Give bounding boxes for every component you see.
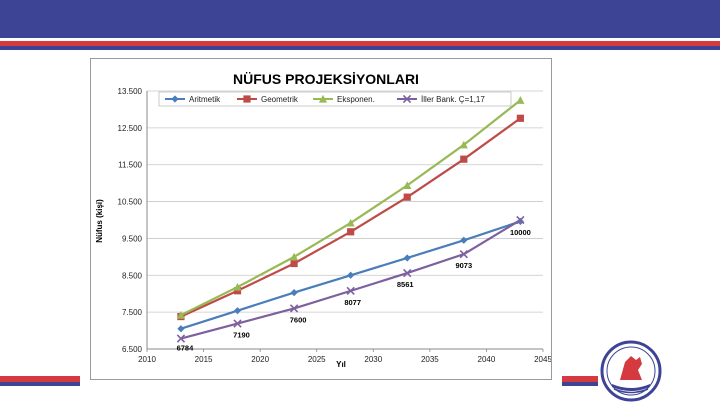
y-tick-label: 6.500: [122, 345, 143, 354]
data-point: [516, 217, 524, 226]
x-axis-label: Yıl: [336, 360, 346, 369]
header-band: [0, 0, 720, 38]
data-point: [516, 96, 525, 104]
y-tick-label: 7.500: [122, 308, 143, 317]
legend-label: Eksponen.: [337, 95, 375, 104]
x-tick-label: 2025: [308, 355, 326, 364]
data-label: 8077: [344, 298, 361, 307]
data-point: [459, 140, 468, 149]
data-point: [289, 252, 299, 261]
x-tick-label: 2015: [195, 355, 213, 364]
data-point: [289, 304, 299, 313]
x-tick-label: 2030: [364, 355, 382, 364]
data-label: 10000: [510, 228, 531, 237]
data-point-stroke: [516, 215, 525, 225]
data-label: 8561: [397, 280, 414, 289]
data-point: [176, 334, 186, 343]
data-label: 6784: [177, 344, 195, 353]
data-point: [347, 271, 355, 279]
series-group: [176, 96, 525, 343]
legend-item: Geometrik: [237, 95, 299, 104]
university-logo: [600, 340, 662, 402]
series-line: [180, 117, 522, 318]
header-blue-stripe: [0, 46, 720, 50]
data-point-stroke: [403, 268, 412, 278]
data-label: 7600: [290, 315, 307, 324]
y-axis-label: Nüfus (kişi): [95, 199, 104, 243]
x-tick-label: 2010: [138, 355, 156, 364]
y-tick-label: 13.500: [118, 87, 143, 96]
y-tick-label: 10.500: [118, 198, 143, 207]
data-point: [290, 259, 298, 268]
data-label: 9073: [455, 261, 472, 270]
data-point: [346, 218, 355, 227]
annotations-group: 6784 7190 7600 8077 8561 9073 10000: [177, 228, 531, 353]
data-label: 7190: [233, 331, 250, 340]
footer-red-stripe-right: [562, 376, 598, 382]
legend: Aritmetik Geometrik Eksponen. İller Bank. Ç…: [158, 91, 512, 107]
data-point: [233, 282, 242, 291]
data-point: [176, 310, 186, 319]
data-point: [233, 319, 242, 328]
data-point-stroke: [233, 319, 242, 328]
data-point: [459, 250, 468, 259]
x-tick-label: 2045: [534, 355, 551, 364]
legend-item: Eksponen.: [313, 94, 375, 104]
data-point-stroke: [402, 94, 412, 104]
footer-blue-stripe-left: [0, 382, 80, 386]
y-tick-label: 8.500: [122, 271, 143, 280]
data-point: [402, 94, 412, 104]
x-tick-label: 2020: [251, 355, 269, 364]
chart-title: NÜFUS PROJEKSİYONLARI: [233, 71, 419, 87]
data-point: [171, 95, 179, 103]
series-x: [176, 215, 525, 343]
header-red-stripe: [0, 41, 720, 46]
footer-red-stripe-left: [0, 376, 80, 382]
data-point: [460, 155, 468, 163]
data-point: [403, 268, 412, 278]
x-tick-label: 2035: [421, 355, 439, 364]
y-tick-label: 12.500: [118, 124, 143, 133]
y-tick-label: 9.500: [122, 234, 143, 243]
series-square: [177, 114, 524, 321]
chart-frame: NÜFUS PROJEKSİYONLARI Nüfus (kişi) Yıl 6…: [90, 58, 552, 380]
data-point: [403, 181, 412, 189]
data-point: [403, 193, 411, 201]
axes: 6.500 7.500 8.500 9.500 10.500 11.500 12.500 13…: [118, 87, 553, 364]
legend-item: İller Bank. Ç=1,17: [397, 94, 485, 104]
series-triangle: [176, 96, 525, 319]
data-point: [318, 94, 328, 103]
data-point: [243, 95, 251, 103]
legend-label: İller Bank. Ç=1,17: [421, 95, 485, 104]
series-line: [180, 99, 522, 317]
data-point: [290, 289, 298, 297]
data-point-stroke: [289, 304, 299, 313]
data-point: [347, 228, 355, 236]
legend-item: Aritmetik: [165, 95, 221, 104]
legend-label: Aritmetik: [189, 95, 221, 104]
data-point: [516, 114, 524, 122]
data-point: [403, 254, 411, 262]
footer-blue-stripe-right: [562, 382, 598, 386]
data-point: [516, 215, 525, 225]
y-tick-label: 11.500: [118, 161, 142, 170]
x-tick-label: 2040: [478, 355, 496, 364]
data-point-stroke: [176, 334, 186, 343]
data-point: [177, 325, 185, 333]
legend-label: Geometrik: [261, 95, 299, 104]
data-point: [460, 236, 468, 244]
data-point: [233, 287, 242, 295]
data-point-stroke: [459, 250, 468, 259]
data-point: [233, 307, 242, 315]
data-point-stroke: [346, 286, 355, 296]
population-projection-chart: NÜFUS PROJEKSİYONLARI Nüfus (kişi) Yıl 6…: [95, 71, 553, 369]
data-point: [346, 286, 355, 296]
